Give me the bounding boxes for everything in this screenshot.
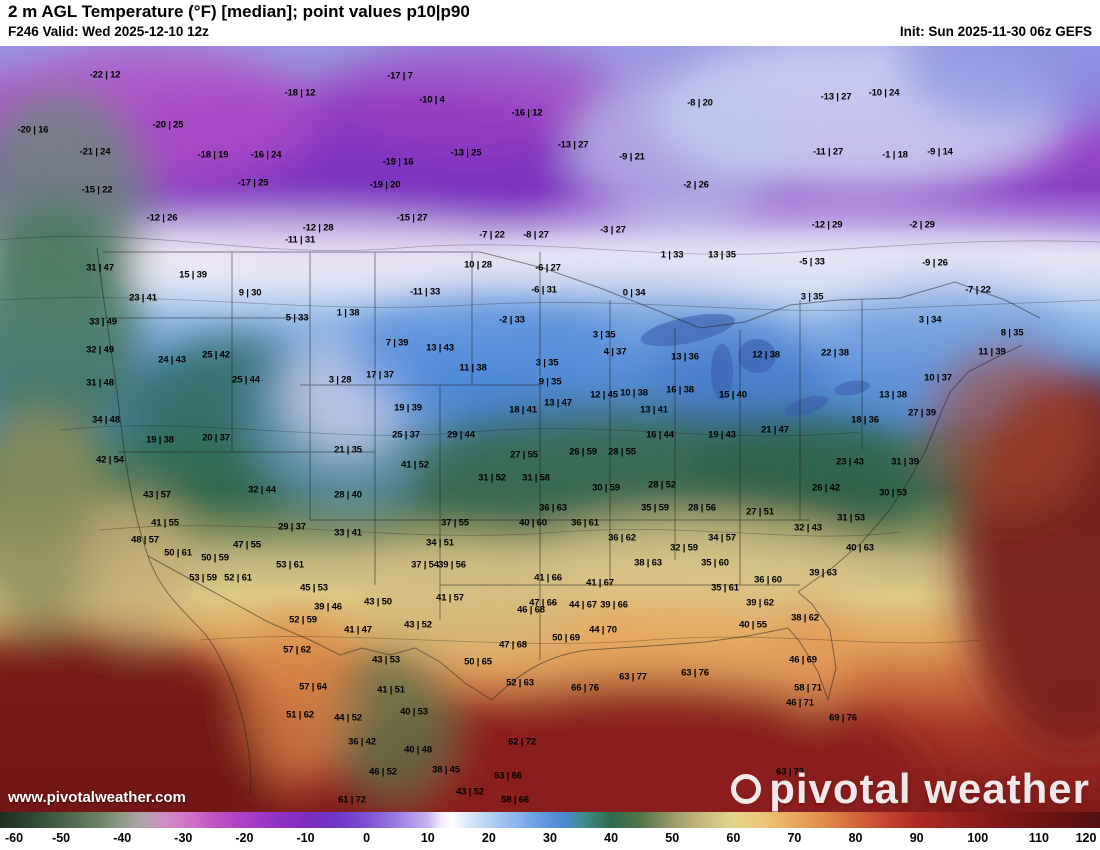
colorbar-tick-label: -30 xyxy=(174,831,193,845)
colorbar-tick-label: -60 xyxy=(4,831,24,845)
colorbar-tick-label: 40 xyxy=(604,831,619,845)
colorbar-tick-label: 70 xyxy=(787,831,802,845)
colorbar-tick-label: 100 xyxy=(967,831,989,845)
colorbar-tick-label: 80 xyxy=(848,831,863,845)
colorbar-tick-label: -40 xyxy=(113,831,132,845)
colorbar-ticks: -60 -50 -40 -30 -20 -10 0 10 20 30 40 50 60 70 80 90 100… xyxy=(0,829,1100,849)
colorbar-tick-label: -50 xyxy=(52,831,71,845)
init-time-label: Init: Sun 2025-11-30 06z GEFS xyxy=(899,24,1092,39)
colorbar-tick-label: 110 xyxy=(1028,831,1049,845)
colorbar-tick-label: 90 xyxy=(909,831,924,845)
colorbar-tick-label: 60 xyxy=(726,831,741,845)
colorbar-tick-label: 20 xyxy=(481,831,496,845)
colorbar-tick-label: 120 xyxy=(1075,831,1097,845)
colorbar-tick-label: 10 xyxy=(420,831,435,845)
pivotalweather-logo-icon xyxy=(731,774,762,804)
colorbar-footer: -60 -50 -40 -30 -20 -10 0 10 20 30 40 50 60 70 80 90 100… xyxy=(0,812,1100,850)
map-header: 2 m AGL Temperature (°F) [median]; point… xyxy=(0,0,1100,46)
great-lakes xyxy=(640,313,870,417)
contour-lines xyxy=(0,235,1100,644)
colorbar-tick-label: 30 xyxy=(543,831,557,845)
colorbar-tick-label: 0 xyxy=(363,831,371,845)
watermark-brand: pivotal weather xyxy=(731,768,1090,810)
temperature-field-anomalies xyxy=(0,15,1100,850)
valid-time-label: F246 Valid: Wed 2025-12-10 12z xyxy=(8,24,209,39)
colorbar-tick-label: -20 xyxy=(235,831,254,845)
watermark-url: www.pivotalweather.com xyxy=(8,789,186,806)
page-title: 2 m AGL Temperature (°F) [median]; point… xyxy=(8,2,470,21)
map-borders xyxy=(96,247,1041,796)
colorbar-tick-label: 50 xyxy=(665,831,680,845)
colorbar-gradient xyxy=(0,812,1100,828)
watermark-brand-text: pivotal weather xyxy=(769,765,1090,812)
colorbar-tick-label: -10 xyxy=(296,831,315,845)
